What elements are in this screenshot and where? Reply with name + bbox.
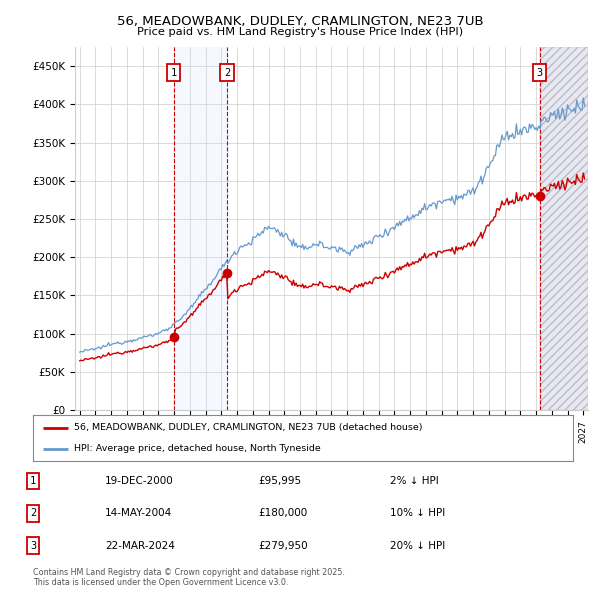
Text: £180,000: £180,000 [258,509,307,518]
Text: 56, MEADOWBANK, DUDLEY, CRAMLINGTON, NE23 7UB (detached house): 56, MEADOWBANK, DUDLEY, CRAMLINGTON, NE2… [74,423,422,432]
Text: 22-MAR-2024: 22-MAR-2024 [105,541,175,550]
Text: 2% ↓ HPI: 2% ↓ HPI [390,476,439,486]
Text: 2: 2 [30,509,36,518]
Text: 2: 2 [224,68,230,78]
Text: 19-DEC-2000: 19-DEC-2000 [105,476,174,486]
Bar [173,47,227,410]
Text: 3: 3 [30,541,36,550]
Text: 56, MEADOWBANK, DUDLEY, CRAMLINGTON, NE23 7UB: 56, MEADOWBANK, DUDLEY, CRAMLINGTON, NE2… [116,15,484,28]
Text: 14-MAY-2004: 14-MAY-2004 [105,509,172,518]
Text: 1: 1 [30,476,36,486]
Text: 10% ↓ HPI: 10% ↓ HPI [390,509,445,518]
Text: HPI: Average price, detached house, North Tyneside: HPI: Average price, detached house, Nort… [74,444,320,454]
Text: Price paid vs. HM Land Registry's House Price Index (HPI): Price paid vs. HM Land Registry's House … [137,27,463,37]
Bar [539,47,588,410]
Text: £95,995: £95,995 [258,476,301,486]
Text: 20% ↓ HPI: 20% ↓ HPI [390,541,445,550]
Text: 3: 3 [536,68,542,78]
Text: £279,950: £279,950 [258,541,308,550]
Bar [539,47,588,410]
Text: Contains HM Land Registry data © Crown copyright and database right 2025.
This d: Contains HM Land Registry data © Crown c… [33,568,345,587]
Text: 1: 1 [170,68,177,78]
